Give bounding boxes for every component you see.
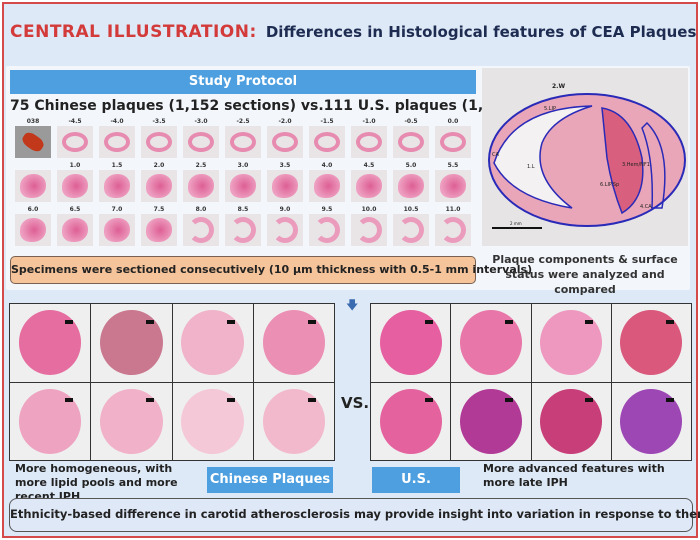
us-plaques-grid [370, 303, 692, 461]
annotated-section-caption: Plaque components & surface status were … [492, 253, 678, 296]
us-plaques-badge: U.S. Plaques [372, 467, 460, 513]
us-plaques-note: More advanced features with more late IP… [483, 462, 665, 489]
sectioning-note: Specimens were sectioned consecutively (… [10, 256, 532, 284]
section-row-3: 6.0 6.5 7.0 7.5 8.0 8.5 9.0 9.5 10.0 10.… [15, 206, 475, 246]
section-row-2: 1.0 1.5 2.0 2.5 3.0 3.5 4.0 4.5 5.0 5.5 [15, 162, 475, 202]
svg-text:2 mm: 2 mm [510, 221, 522, 226]
study-summary: 75 Chinese plaques (1,152 sections) vs.1… [10, 98, 590, 114]
vs-label: VS. [341, 394, 370, 412]
study-protocol-header: Study Protocol [10, 70, 476, 94]
conclusion-box: Ethnicity-based difference in carotid at… [9, 498, 700, 532]
svg-text:6.LIP.Sp: 6.LIP.Sp [600, 182, 619, 188]
svg-text:5.LIP: 5.LIP [544, 106, 556, 112]
title-subtitle: Differences in Histological features of … [265, 23, 697, 41]
svg-text:4.CA: 4.CA [640, 204, 652, 210]
down-arrow-icon: 🡇 [346, 298, 359, 312]
chinese-plaques-grid [9, 303, 335, 461]
annotated-section-image: 2.W 5.LIP CA 1.L 3.Hem/NF1 6.LIP.Sp 4.CA… [482, 68, 688, 246]
chinese-plaques-note: More homogeneous, with more lipid pools … [15, 462, 178, 503]
svg-text:1.L: 1.L [527, 164, 535, 170]
page-title: CENTRAL ILLUSTRATION: Differences in His… [10, 22, 696, 42]
title-label: CENTRAL ILLUSTRATION: [10, 22, 257, 42]
svg-text:3.Hem/NF1: 3.Hem/NF1 [622, 162, 650, 168]
section-row-1: 038 -4.5 -4.0 -3.5 -3.0 -2.5 -2.0 -1.5 -… [15, 118, 475, 158]
svg-text:CA: CA [492, 152, 499, 158]
chinese-plaques-badge: Chinese Plaques [207, 467, 333, 493]
svg-text:2.W: 2.W [552, 83, 565, 90]
section-grid: 038 -4.5 -4.0 -3.5 -3.0 -2.5 -2.0 -1.5 -… [15, 118, 475, 250]
specimen-photo: 038 [15, 118, 51, 158]
